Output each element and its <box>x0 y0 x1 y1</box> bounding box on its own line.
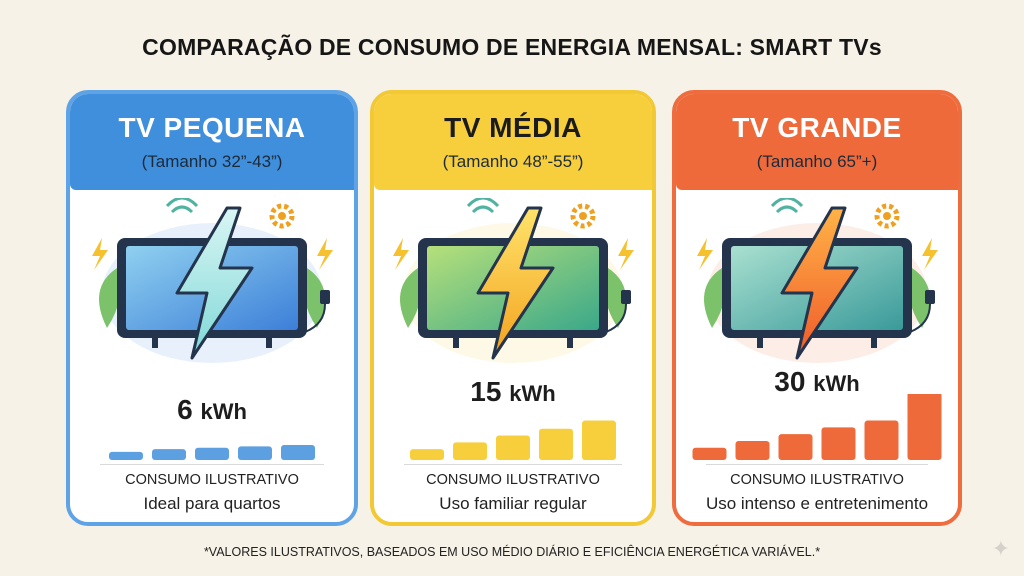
card-tv-pequena: TV PEQUENA (Tamanho 32”-43”) 6 kWh CONSU… <box>66 90 358 526</box>
leaf-icon <box>99 268 121 328</box>
card-tv-media: TV MÉDIA (Tamanho 48”-55”) 15 kWh CONSUM… <box>370 90 656 526</box>
consumption-bar <box>821 427 856 460</box>
divider <box>706 464 928 465</box>
consumption-label: CONSUMO ILUSTRATIVO <box>125 472 299 488</box>
consumption-bar <box>281 445 315 460</box>
consumption-label: CONSUMO ILUSTRATIVO <box>426 472 600 488</box>
card-tv-grande: TV GRANDE (Tamanho 65”+) 30 kWh CONSUMO … <box>672 90 962 526</box>
gear-icon <box>570 203 596 229</box>
consumption-value: 30 kWh <box>774 366 860 397</box>
consumption-bar <box>238 446 272 460</box>
consumption-bar <box>778 434 813 460</box>
lightning-icon <box>922 238 938 270</box>
leaf-icon <box>604 268 626 328</box>
gear-icon <box>874 203 900 229</box>
lightning-icon <box>476 206 555 360</box>
page-title: COMPARAÇÃO DE CONSUMO DE ENERGIA MENSAL:… <box>142 34 882 60</box>
consumption-bar <box>496 435 530 460</box>
consumption-bars <box>109 445 315 460</box>
card-header: TV PEQUENA (Tamanho 32”-43”) <box>70 94 354 190</box>
consumption-bar <box>907 394 942 460</box>
consumption-bar <box>410 449 444 460</box>
footnote: *VALORES ILUSTRATIVOS, BASEADOS EM USO M… <box>203 545 821 559</box>
card-title: TV MÉDIA <box>444 112 582 143</box>
card-title: TV GRANDE <box>732 112 902 143</box>
wifi-icon <box>770 198 804 214</box>
lightning-icon <box>697 238 713 270</box>
usage-description: Uso familiar regular <box>439 494 587 513</box>
lightning-icon <box>175 206 254 360</box>
card-size: (Tamanho 65”+) <box>756 152 878 171</box>
consumption-bar <box>539 428 573 460</box>
consumption-bar <box>735 440 770 460</box>
consumption-bar <box>692 447 727 460</box>
lightning-icon <box>618 238 634 270</box>
usage-description: Uso intenso e entretenimento <box>705 494 929 513</box>
leaf-icon <box>400 268 422 328</box>
lightning-icon <box>393 238 409 270</box>
leaf-icon <box>303 268 325 328</box>
plug-icon <box>909 290 935 333</box>
consumption-bar <box>582 420 616 460</box>
lightning-icon <box>317 238 333 270</box>
sparkle-icon: ✦ <box>991 536 1010 561</box>
consumption-value: 6 kWh <box>177 394 247 425</box>
card-header: TV GRANDE (Tamanho 65”+) <box>676 94 958 190</box>
lightning-icon <box>92 238 108 270</box>
divider <box>100 464 324 465</box>
leaf-icon <box>908 268 930 328</box>
divider <box>404 464 622 465</box>
tv-illustration <box>393 198 634 363</box>
plug-icon <box>304 290 330 333</box>
consumption-bar <box>864 420 899 460</box>
tv-illustration <box>92 198 333 363</box>
consumption-bars <box>692 394 942 460</box>
consumption-label: CONSUMO ILUSTRATIVO <box>730 472 904 488</box>
consumption-bar <box>109 451 143 460</box>
lightning-icon <box>780 206 859 360</box>
consumption-value: 15 kWh <box>470 376 556 407</box>
card-header: TV MÉDIA (Tamanho 48”-55”) <box>374 94 652 190</box>
card-title: TV PEQUENA <box>118 112 306 143</box>
consumption-bar <box>152 449 186 460</box>
consumption-bars <box>410 420 616 460</box>
tv-illustration <box>697 198 938 363</box>
card-size: (Tamanho 48”-55”) <box>442 152 584 171</box>
gear-icon <box>269 203 295 229</box>
consumption-bar <box>195 447 229 460</box>
wifi-icon <box>165 198 199 214</box>
usage-description: Ideal para quartos <box>143 494 281 513</box>
wifi-icon <box>466 198 500 214</box>
plug-icon <box>605 290 631 333</box>
card-size: (Tamanho 32”-43”) <box>141 152 283 171</box>
leaf-icon <box>704 268 726 328</box>
consumption-bar <box>453 442 487 460</box>
